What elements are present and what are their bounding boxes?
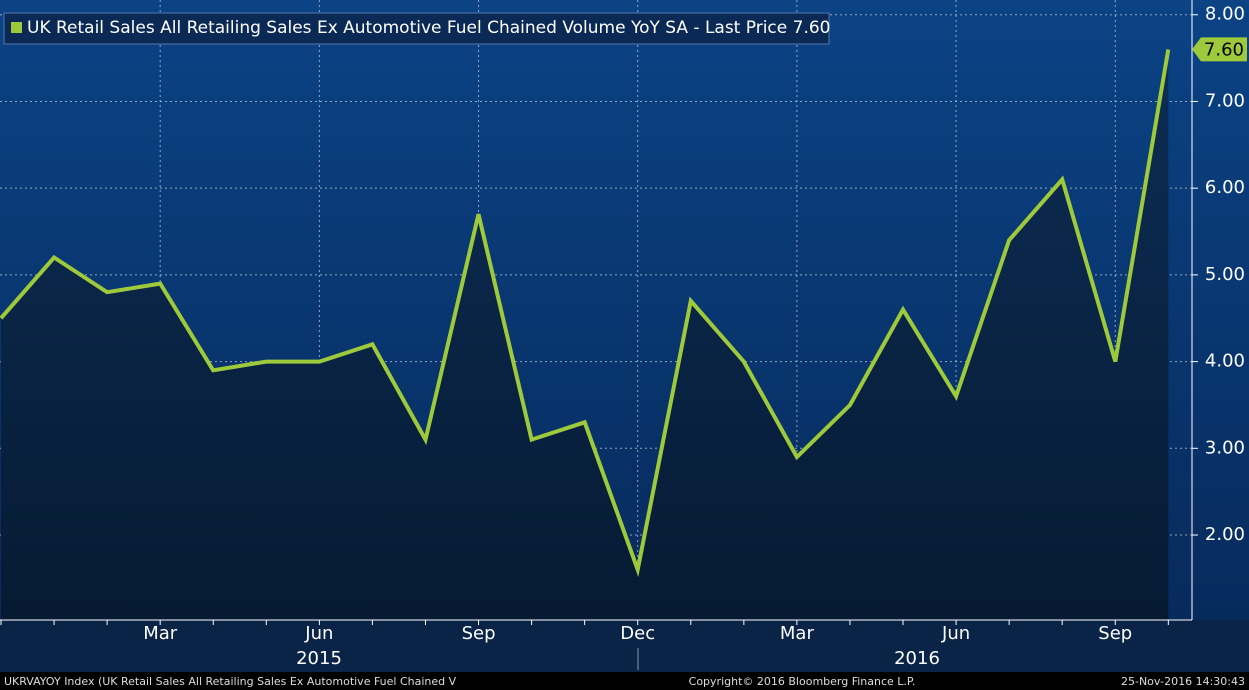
x-tick-label: Sep	[462, 623, 496, 644]
y-tick-label: 6.00	[1205, 177, 1245, 198]
footer-left: UKRVAYOY Index (UK Retail Sales All Reta…	[4, 675, 457, 688]
footer-background	[0, 672, 1249, 690]
axis-background	[0, 620, 1249, 672]
x-tick-label: Sep	[1098, 623, 1132, 644]
x-tick-label: Jun	[304, 623, 333, 644]
y-tick-label: 4.00	[1205, 351, 1245, 372]
x-tick-label: Jun	[941, 623, 970, 644]
x-tick-label: Mar	[780, 623, 815, 644]
legend-swatch	[11, 22, 22, 33]
y-tick-label: 2.00	[1205, 524, 1245, 545]
line	[0, 49, 1171, 578]
x-tick-label: Mar	[143, 623, 178, 644]
year-label: 2015	[296, 648, 342, 669]
area	[1, 49, 1169, 620]
y-tick-label: 8.00	[1205, 4, 1245, 25]
last-value-label: 7.60	[1204, 39, 1244, 60]
footer-center: Copyright© 2016 Bloomberg Finance L.P.	[689, 675, 916, 688]
footer-right: 25-Nov-2016 14:30:43	[1121, 675, 1245, 688]
legend-box	[3, 12, 830, 45]
y-tick-label: 7.00	[1205, 90, 1245, 111]
y-tick-label: 3.00	[1205, 437, 1245, 458]
year-label: 2016	[894, 648, 940, 669]
x-tick-label: Dec	[620, 623, 655, 644]
last-value-tag	[1192, 37, 1247, 62]
legend-label: UK Retail Sales All Retailing Sales Ex A…	[27, 18, 830, 38]
y-tick-label: 5.00	[1205, 264, 1245, 285]
